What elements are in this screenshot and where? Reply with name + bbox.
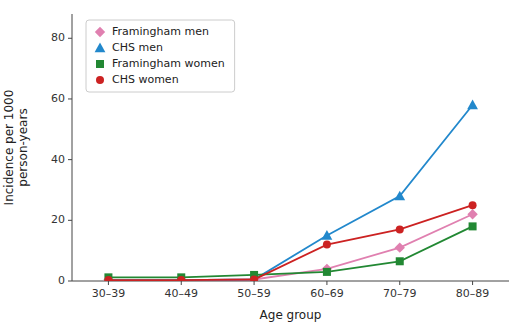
y-tick-label: 40: [51, 153, 65, 166]
data-point: [323, 241, 331, 249]
y-tick-label: 80: [51, 31, 65, 44]
data-point: [396, 257, 404, 265]
legend-box: [86, 20, 235, 92]
legend-swatch: [96, 76, 104, 84]
series-line: [108, 105, 472, 280]
legend-label: CHS men: [112, 41, 163, 54]
y-tick-label: 0: [58, 274, 65, 287]
x-tick: [254, 281, 255, 285]
data-point: [395, 242, 405, 252]
data-point: [396, 225, 404, 233]
data-point: [394, 191, 405, 201]
data-point: [467, 100, 478, 110]
series-line: [108, 205, 472, 280]
data-point: [469, 222, 477, 230]
data-point: [322, 230, 333, 240]
data-point: [467, 209, 477, 219]
y-axis-line: [72, 14, 73, 281]
plot-area: [103, 100, 478, 281]
y-tick-label: 60: [51, 92, 65, 105]
y-tick: [68, 220, 72, 221]
x-tick-label: 40–49: [165, 287, 199, 300]
y-axis-label: Incidence per 1000person-years: [2, 90, 30, 206]
x-tick: [326, 281, 327, 285]
x-tick: [399, 281, 400, 285]
series-line: [108, 226, 472, 277]
y-tick: [68, 38, 72, 39]
legend-label: CHS women: [112, 73, 179, 86]
chart: 0 20 40 60 80 30–39 40–49 50–59 60–69 70–79 80–89 A…: [0, 0, 525, 327]
y-axis-label-line: person-years: [16, 108, 30, 186]
x-tick-label: 50–59: [237, 287, 271, 300]
data-point: [177, 276, 185, 281]
legend-swatch: [95, 27, 105, 37]
data-point: [104, 276, 112, 281]
x-tick-label: 80–89: [456, 287, 490, 300]
legend-swatch: [96, 60, 104, 68]
legend-swatch: [95, 43, 106, 53]
legend-label: Framingham women: [112, 57, 225, 70]
x-tick-label: 30–39: [92, 287, 126, 300]
y-tick: [68, 98, 72, 99]
x-tick-label: 70–79: [383, 287, 417, 300]
y-tick: [68, 159, 72, 160]
legend: Framingham men CHS men Framingham women CHS…: [86, 20, 235, 92]
legend-label: Framingham men: [112, 25, 209, 38]
x-tick: [472, 281, 473, 285]
y-tick: [68, 281, 72, 282]
x-axis-label: Age group: [260, 308, 322, 322]
x-tick: [108, 281, 109, 285]
y-tick-label: 20: [51, 213, 65, 226]
x-tick: [181, 281, 182, 285]
data-point: [323, 268, 331, 276]
data-point: [250, 275, 258, 281]
x-tick-label: 60–69: [310, 287, 344, 300]
y-axis-label-line: Incidence per 1000: [2, 90, 16, 206]
data-point: [469, 201, 477, 209]
